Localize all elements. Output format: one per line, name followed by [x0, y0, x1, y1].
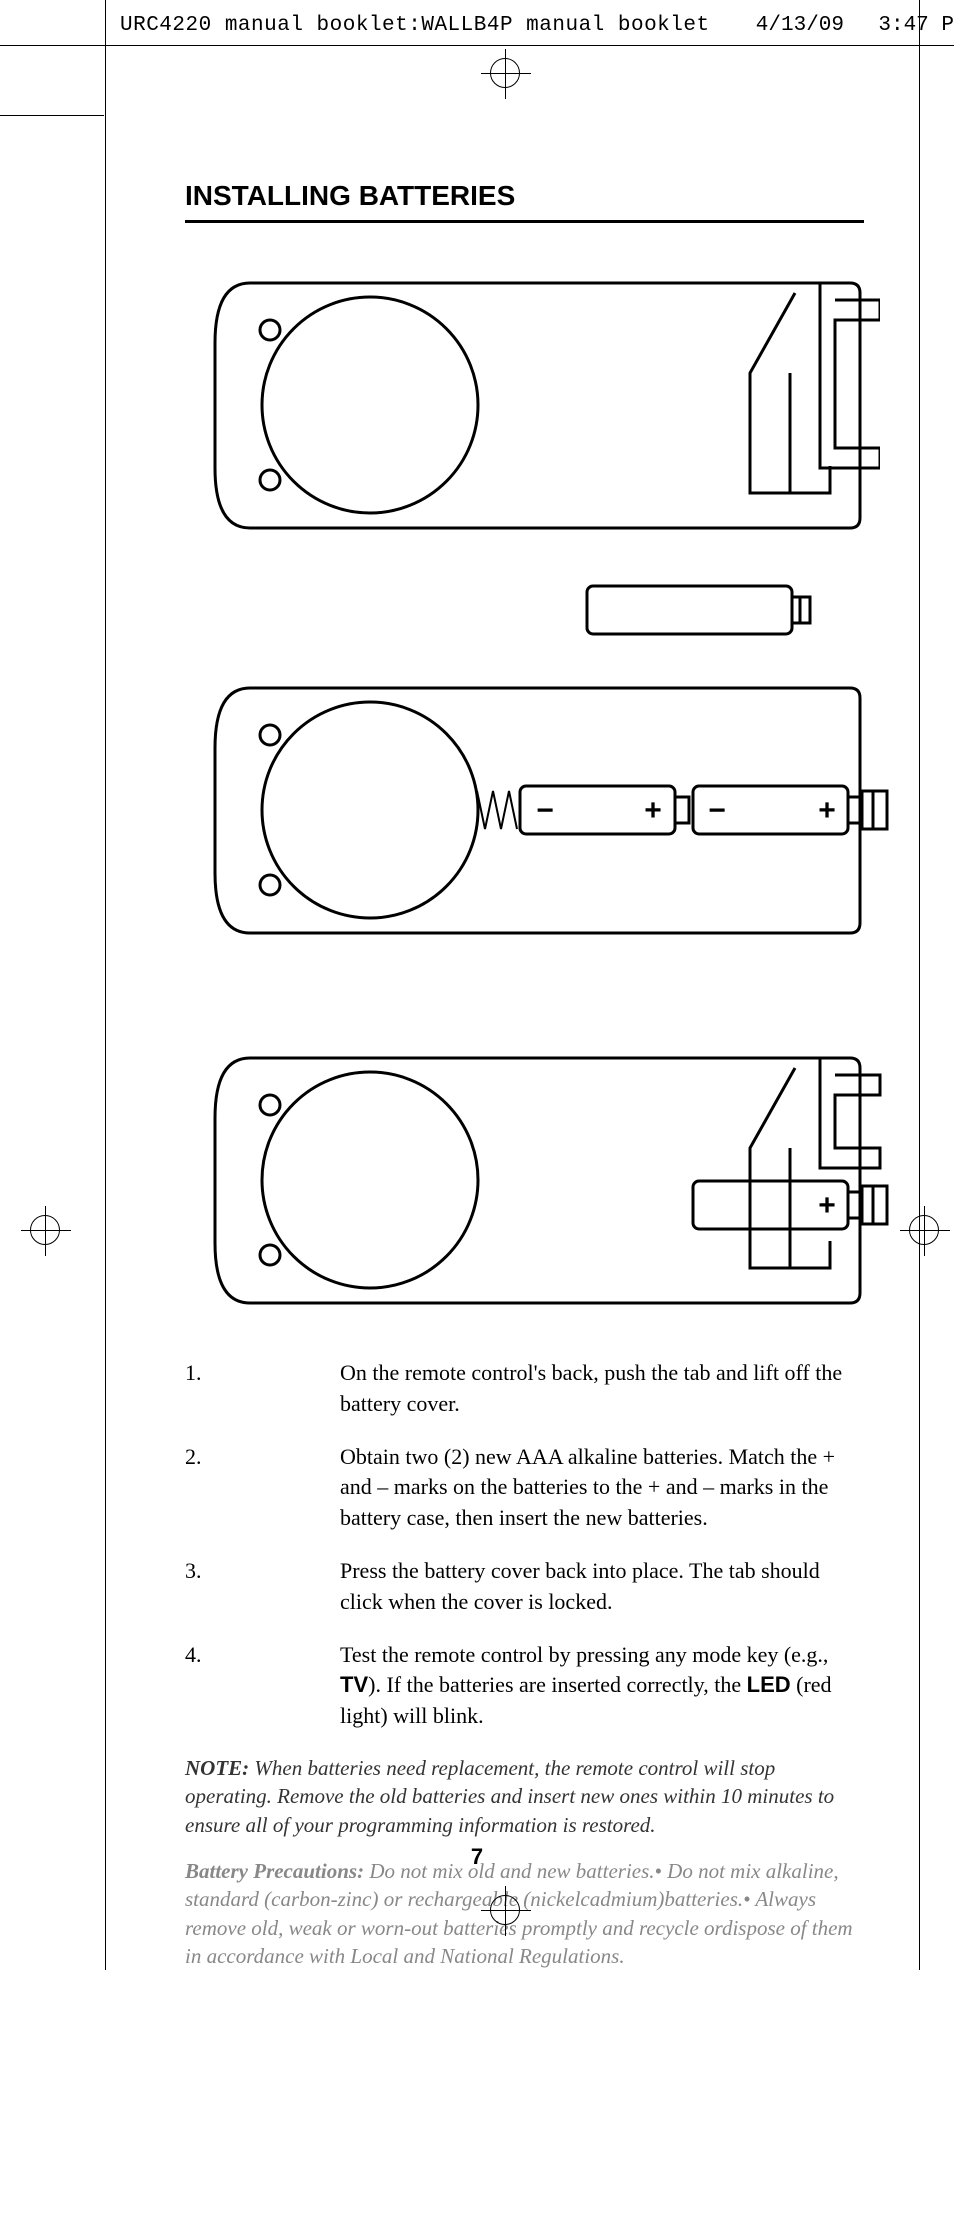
header-filename: URC4220 manual booklet:WALLB4P manual bo… — [120, 14, 710, 37]
crop-mark-left — [30, 1215, 60, 1245]
page-frame — [105, 0, 920, 1970]
header-date: 4/13/09 — [756, 14, 844, 37]
page-number: 7 — [0, 1844, 954, 1870]
left-crop-rule — [0, 115, 104, 116]
header-time: 3:47 P — [878, 14, 954, 37]
